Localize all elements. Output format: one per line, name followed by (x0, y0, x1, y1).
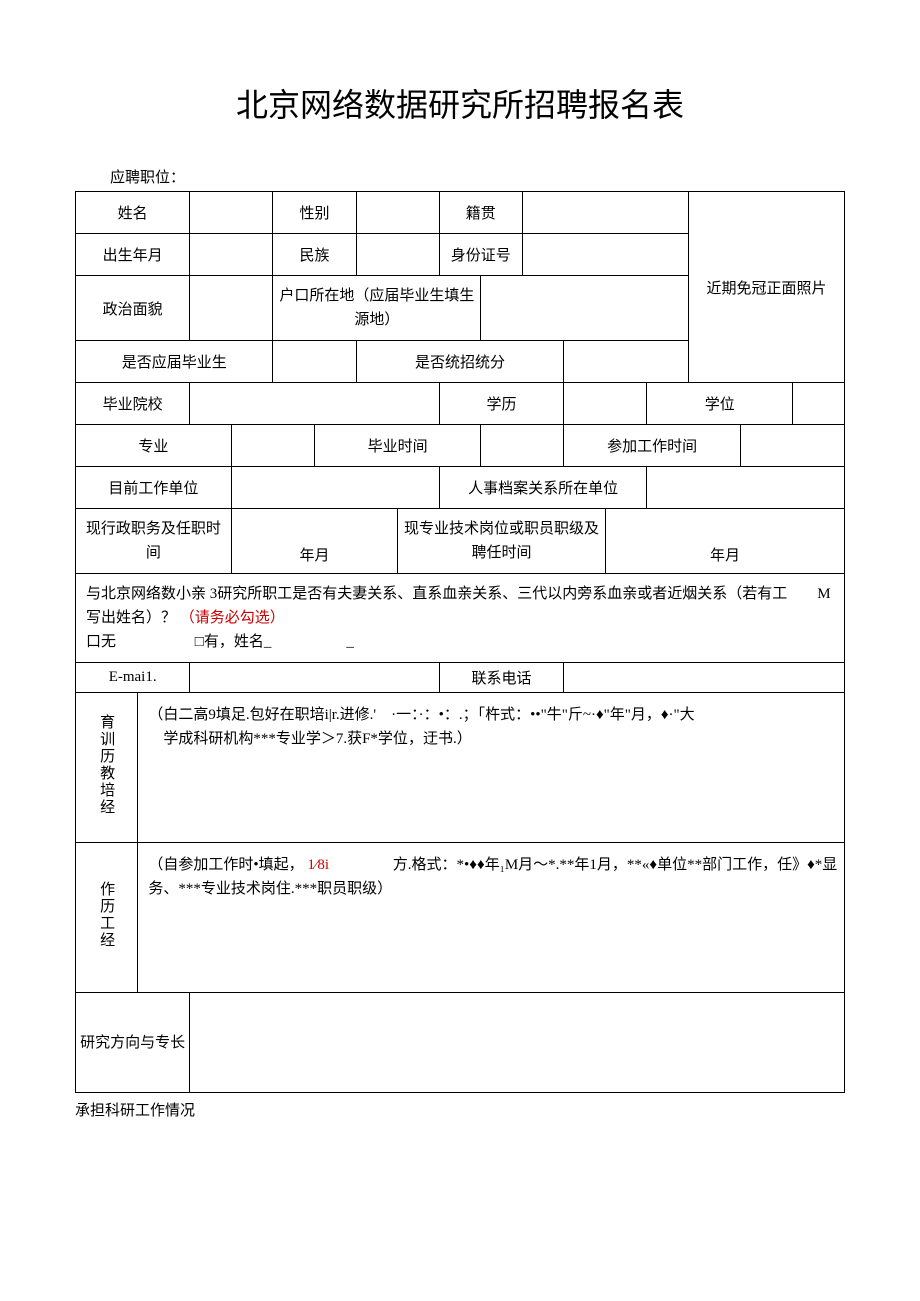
row-major: 专业 毕业时间 参加工作时间 (76, 425, 845, 467)
field-gradtime[interactable] (481, 425, 564, 467)
photo-box[interactable]: 近期免冠正面照片 (689, 192, 845, 383)
field-workstart[interactable] (741, 425, 845, 467)
row-work-history: 作历工经 （自参加工作时•填起， 1⁄8i 方.格式：*•♦♦年₁M月〜*.**… (76, 843, 845, 993)
label-major: 专业 (76, 425, 232, 467)
field-tongzhao[interactable] (564, 341, 689, 383)
label-email: E-mai1. (76, 663, 190, 693)
label-isgrad: 是否应届毕业生 (76, 341, 273, 383)
label-hukou: 户口所在地（应届毕业生填生源地） (273, 276, 481, 341)
label-ethnicity: 民族 (273, 234, 356, 276)
label-degree: 学位 (647, 383, 792, 425)
footer-label: 承担科研工作情况 (75, 1099, 845, 1120)
field-edu-history[interactable]: （白二高9填足.包好在职培i|r.进修.' ·一：·：•：.；「杵式：••"牛"… (138, 693, 845, 843)
label-research: 研究方向与专长 (76, 993, 190, 1093)
application-form: 姓名 性别 籍贯 近期免冠正面照片 出生年月 民族 身份证号 政治面貌 户口所在… (75, 191, 845, 1093)
label-archive: 人事档案关系所在单位 (439, 467, 647, 509)
label-tech-post: 现专业技术岗位或职员职级及聘任时间 (398, 509, 606, 574)
page-title: 北京网络数据研究所招聘报名表 (75, 80, 845, 126)
label-phone: 联系电话 (439, 663, 564, 693)
field-birth[interactable] (190, 234, 273, 276)
field-research[interactable] (190, 993, 845, 1093)
field-work-history[interactable]: （自参加工作时•填起， 1⁄8i 方.格式：*•♦♦年₁M月〜*.**年1月，*… (138, 843, 845, 993)
label-political: 政治面貌 (76, 276, 190, 341)
relation-cell[interactable]: 与北京网络数小亲 3研究所职工是否有夫妻关系、直系血亲关系、三代以内旁系血亲或者… (76, 574, 845, 663)
field-admin-post[interactable]: 年月 (231, 509, 397, 574)
label-idno: 身份证号 (439, 234, 522, 276)
position-label: 应聘职位： (110, 166, 845, 187)
row-contact: E-mai1. 联系电话 (76, 663, 845, 693)
field-archive[interactable] (647, 467, 845, 509)
row-basic-1: 姓名 性别 籍贯 近期免冠正面照片 (76, 192, 845, 234)
field-tech-post[interactable]: 年月 (605, 509, 844, 574)
field-degree[interactable] (792, 383, 844, 425)
field-school[interactable] (190, 383, 439, 425)
field-political[interactable] (190, 276, 273, 341)
field-phone[interactable] (564, 663, 845, 693)
label-admin-post: 现行政职务及任职时间 (76, 509, 232, 574)
field-cur-employer[interactable] (231, 467, 439, 509)
row-relation: 与北京网络数小亲 3研究所职工是否有夫妻关系、直系血亲关系、三代以内旁系血亲或者… (76, 574, 845, 663)
field-idno[interactable] (522, 234, 688, 276)
label-edulevel: 学历 (439, 383, 564, 425)
field-isgrad[interactable] (273, 341, 356, 383)
label-native: 籍贯 (439, 192, 522, 234)
label-workstart: 参加工作时间 (564, 425, 741, 467)
field-email[interactable] (190, 663, 439, 693)
label-gradtime: 毕业时间 (314, 425, 480, 467)
field-name[interactable] (190, 192, 273, 234)
row-school: 毕业院校 学历 学位 (76, 383, 845, 425)
label-school: 毕业院校 (76, 383, 190, 425)
label-tongzhao: 是否统招统分 (356, 341, 564, 383)
field-hukou[interactable] (481, 276, 689, 341)
label-edu-history: 育训历教培经 (76, 693, 138, 843)
relation-no[interactable]: 口无 (86, 634, 116, 650)
label-name: 姓名 (76, 192, 190, 234)
row-posts: 现行政职务及任职时间 年月 现专业技术岗位或职员职级及聘任时间 年月 (76, 509, 845, 574)
field-gender[interactable] (356, 192, 439, 234)
relation-yes[interactable]: □有，姓名_ _ (195, 634, 354, 650)
row-employer: 目前工作单位 人事档案关系所在单位 (76, 467, 845, 509)
label-birth: 出生年月 (76, 234, 190, 276)
relation-hint: （请务必勾选） (180, 610, 285, 626)
row-edu-history: 育训历教培经 （白二高9填足.包好在职培i|r.进修.' ·一：·：•：.；「杵… (76, 693, 845, 843)
field-major[interactable] (231, 425, 314, 467)
work-content-1: （自参加工作时•填起， (148, 857, 303, 873)
label-work-history: 作历工经 (76, 843, 138, 993)
label-gender: 性别 (273, 192, 356, 234)
field-edulevel[interactable] (564, 383, 647, 425)
row-research: 研究方向与专长 (76, 993, 845, 1093)
field-ethnicity[interactable] (356, 234, 439, 276)
field-native[interactable] (522, 192, 688, 234)
work-red: 1⁄8i (307, 857, 329, 873)
label-cur-employer: 目前工作单位 (76, 467, 232, 509)
